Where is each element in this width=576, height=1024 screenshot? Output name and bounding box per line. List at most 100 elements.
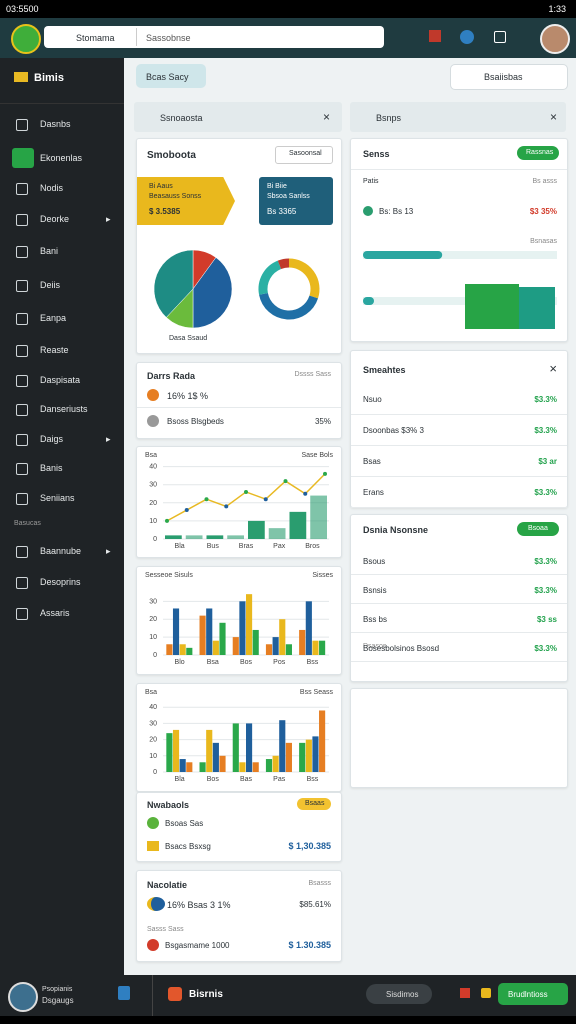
user-name: Psopianis [42, 986, 73, 993]
avatar[interactable] [540, 24, 570, 54]
divider [136, 28, 137, 46]
donut-slice [277, 258, 290, 270]
pill[interactable] [297, 798, 331, 810]
line-chart-card: Bsa Sase Bols 0 10 20 30 40 Bla Bus Bras Pax Bros [136, 446, 342, 558]
search[interactable] [275, 146, 333, 164]
x-tick-label: Bos [240, 659, 253, 666]
icon[interactable] [481, 988, 491, 998]
y-tick-label: 10 [149, 518, 157, 525]
pie-slice [192, 257, 233, 329]
divider [351, 445, 567, 446]
icon [147, 817, 159, 829]
menu-icon [16, 280, 28, 292]
icon[interactable] [118, 986, 130, 1000]
icon[interactable] [494, 31, 506, 43]
chevron: ▸ [106, 546, 111, 556]
row-text: Bsas [363, 457, 381, 466]
row-text: Bss bs [363, 615, 388, 624]
button[interactable] [517, 146, 559, 160]
sidebar: Bimis Dasnbs Ekonenlas Nodis Deorke ▸ Bani Dei… [0, 58, 124, 975]
select[interactable] [450, 64, 568, 90]
card-title: Smeahtes [363, 365, 406, 375]
menu-icon [16, 375, 28, 387]
row-text: Bsous [363, 557, 386, 566]
bar [232, 637, 239, 655]
filter-chip[interactable] [136, 64, 206, 88]
close-button[interactable]: × [549, 361, 557, 376]
icon [147, 415, 159, 427]
y-tick-label: 40 [149, 464, 157, 471]
progress-chart [363, 251, 557, 329]
y-tick-label: 30 [149, 598, 157, 605]
donut-slice [288, 258, 320, 299]
y-tick-label: 10 [149, 634, 157, 641]
bar [199, 615, 206, 655]
banner-text: Sbsoa Sanlss [267, 193, 310, 200]
search-label: Sisdimos [386, 990, 419, 999]
point [323, 471, 327, 476]
x-tick-label: Bros [305, 543, 320, 550]
menu-item[interactable]: Deorke [40, 214, 70, 224]
menu-item[interactable]: Deiis [40, 280, 61, 290]
menu-item[interactable]: Danseriusts [40, 404, 88, 414]
bar [239, 601, 246, 655]
bar-chart-card: Sesseoe Sisuls Sisses 0 10 20 30 Blo Bsa Bos Pos B… [136, 566, 342, 675]
point [204, 497, 209, 502]
menu-item[interactable]: Eanpa [40, 313, 67, 323]
button[interactable] [517, 522, 559, 536]
menu-item[interactable]: Reaste [40, 345, 69, 355]
row-subtitle: Sasss Sass [147, 926, 184, 933]
line-chart: Bsa Sase Bols 0 10 20 30 40 Bla Bus Bras Pax Bros [145, 452, 333, 550]
bar [206, 535, 224, 539]
avatar[interactable] [8, 982, 38, 1012]
bar [265, 644, 273, 655]
search-label: Stomama [76, 33, 115, 43]
icon[interactable] [460, 30, 474, 44]
icon[interactable] [460, 988, 470, 998]
bar [312, 736, 319, 772]
menu-icon [16, 493, 28, 505]
row-value: $3.3% [534, 426, 557, 435]
menu-item[interactable]: Basucas [14, 520, 41, 527]
menu-item[interactable]: Nodis [40, 183, 64, 193]
scale-label: Bsnasas [530, 238, 557, 245]
menu-item[interactable]: Assaris [40, 608, 70, 618]
search-button[interactable] [366, 984, 432, 1004]
logo[interactable] [11, 24, 41, 54]
chart-subtitle: Sase Bols [301, 452, 333, 459]
menu-item[interactable]: Dasnbs [40, 119, 71, 129]
chart-title: Bsa [145, 452, 157, 459]
menu-item[interactable]: Desoprins [40, 577, 81, 587]
search-box[interactable] [44, 26, 384, 48]
icon[interactable] [429, 30, 441, 42]
close-button[interactable]: × [550, 110, 558, 124]
menu-item[interactable]: Seniians [40, 493, 75, 503]
menu-item[interactable]: Ekonenlas [40, 153, 83, 163]
user-sub: Dsgaugs [42, 996, 74, 1005]
menu-item[interactable]: Banis [40, 463, 63, 473]
pill-label: Bsaas [305, 800, 325, 807]
column [465, 284, 519, 329]
bar [305, 601, 312, 655]
menu-icon [16, 119, 28, 131]
primary-button[interactable] [498, 983, 568, 1005]
banner-value: $ 3.5385 [149, 207, 181, 216]
row-text: Bsoss Blsgbeds [167, 417, 224, 426]
x-tick-label: Bla [175, 543, 185, 550]
menu-item[interactable]: Daspisata [40, 375, 81, 385]
menu-item[interactable]: Daigs [40, 434, 64, 444]
bar [206, 608, 213, 655]
bar [232, 723, 239, 772]
menu-item[interactable]: Bani [40, 246, 59, 256]
menu-item[interactable]: Baannube [40, 546, 82, 556]
bar-chart: Sesseoe Sisuls Sisses 0 10 20 30 Blo Bsa Bos Pos B… [145, 572, 333, 666]
bar [206, 729, 213, 772]
bar [185, 535, 203, 539]
close-button[interactable]: × [323, 110, 331, 124]
icon [147, 939, 159, 951]
menu-icon [16, 546, 28, 558]
bar [246, 594, 253, 655]
bar [166, 733, 173, 772]
row-value: $3.3% [534, 395, 557, 404]
